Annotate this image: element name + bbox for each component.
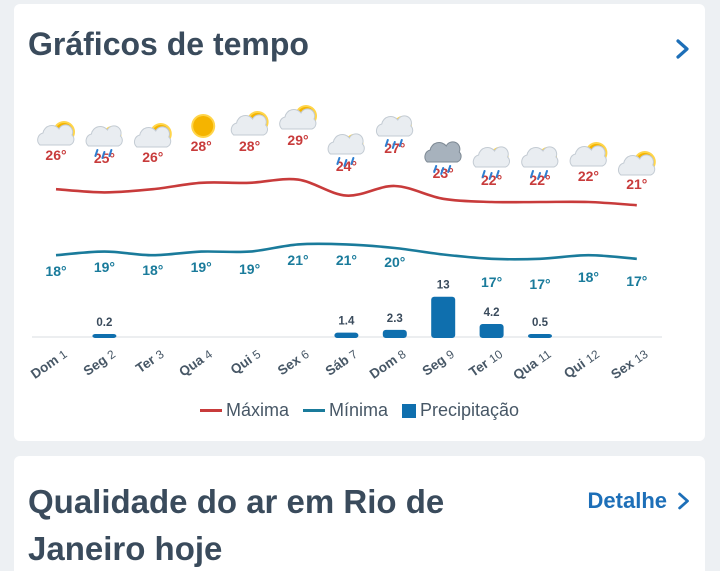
- weather-chart-card: Gráficos de tempo 0.2 1.4 2.3 13 4.2 0.5 26° 25…: [14, 4, 705, 441]
- max-temp-label: 29°: [287, 132, 308, 148]
- chart-card-title: Gráficos de tempo: [28, 26, 309, 62]
- precip-label: 4.2: [484, 307, 500, 319]
- legend-min-swatch: [302, 409, 325, 412]
- x-axis-label: Ter 3: [133, 346, 167, 376]
- legend-item-max: Máxima: [199, 400, 289, 421]
- chevron-right-icon: [678, 492, 689, 510]
- precip-bar: [479, 323, 504, 338]
- air-quality-card: Qualidade do ar em Rio de Janeiro hoje D…: [14, 456, 705, 571]
- rain-cloud-icon: [521, 146, 559, 180]
- x-axis-label: Qua 4: [176, 346, 215, 380]
- detail-link-label: Detalhe: [587, 488, 667, 513]
- max-temp-label: 22°: [578, 168, 599, 184]
- legend-min-label: Mínima: [328, 400, 388, 420]
- x-axis-label: Seg 9: [419, 346, 457, 379]
- max-temp-label: 26°: [142, 149, 163, 165]
- legend-precip-swatch: [401, 403, 416, 418]
- precip-label: 0.2: [96, 317, 112, 329]
- sun-cloud-icon: [569, 142, 608, 167]
- x-axis-label: Sex 6: [275, 346, 312, 378]
- air-quality-title: Qualidade do ar em Rio de Janeiro hoje: [28, 483, 445, 567]
- precip-label: 0.5: [532, 317, 549, 329]
- legend-max-swatch: [199, 409, 222, 412]
- x-axis-label: Dom 8: [367, 346, 409, 382]
- max-temp-label: 28°: [239, 138, 260, 154]
- precip-bar: [382, 329, 407, 338]
- chart-legend: Máxima Mínima Precipitação: [14, 400, 705, 421]
- precip-label: 1.4: [338, 316, 355, 328]
- precip-label: 13: [437, 280, 450, 292]
- x-axis-label: Sex 13: [608, 346, 651, 382]
- rain-cloud-icon: [85, 125, 123, 159]
- detail-link[interactable]: Detalhe: [588, 488, 691, 514]
- sun-cloud-icon: [37, 121, 75, 146]
- sun-cloud-icon: [230, 111, 269, 136]
- min-temp-label: 19°: [239, 261, 260, 277]
- sun-cloud-icon: [618, 151, 656, 176]
- legend-max-label: Máxima: [225, 400, 289, 420]
- sun-cloud-icon: [279, 105, 317, 130]
- x-axis-label: Seg 2: [81, 346, 119, 379]
- rain-cloud-icon: [327, 133, 365, 167]
- rain-cloud-icon: [472, 146, 510, 180]
- precip-bar: [334, 332, 359, 338]
- rain-cloud-icon: [424, 141, 462, 175]
- max-temp-line: [55, 177, 637, 207]
- min-temp-label: 17°: [626, 273, 647, 289]
- rain-cloud-icon: [376, 115, 414, 149]
- min-temp-label: 20°: [384, 254, 405, 270]
- min-temp-label: 18°: [142, 262, 163, 278]
- x-axis-label: Qui 5: [228, 346, 264, 377]
- legend-item-min: Mínima: [302, 400, 388, 421]
- min-temp-label: 17°: [481, 274, 502, 290]
- x-axis-label: Qua 11: [510, 346, 554, 383]
- precip-label: 2.3: [387, 313, 403, 325]
- x-axis-label: Sáb 7: [323, 346, 361, 379]
- precip-bar: [528, 334, 552, 338]
- legend-precip-label: Precipitação: [419, 400, 520, 420]
- x-axis-label: Qui 12: [561, 346, 602, 381]
- min-temp-label: 19°: [94, 259, 115, 275]
- max-temp-label: 26°: [45, 147, 66, 163]
- min-temp-label: 17°: [529, 276, 550, 292]
- max-temp-label: 28°: [191, 138, 212, 154]
- max-temp-label: 21°: [626, 176, 647, 192]
- min-temp-label: 21°: [336, 252, 357, 268]
- precip-bar: [431, 296, 456, 338]
- x-axis-label: Dom 1: [28, 346, 70, 382]
- chevron-right-icon[interactable]: [675, 38, 691, 60]
- min-temp-label: 18°: [45, 263, 66, 279]
- min-temp-label: 19°: [191, 259, 212, 275]
- min-temp-label: 21°: [287, 252, 308, 268]
- x-axis-label: Ter 10: [466, 346, 505, 380]
- legend-item-precip: Precipitação: [401, 400, 520, 421]
- min-temp-line: [55, 242, 637, 261]
- sun-cloud-icon: [134, 123, 172, 148]
- min-temp-label: 18°: [578, 269, 599, 285]
- sun-icon: [191, 114, 216, 138]
- precip-bar: [92, 334, 117, 338]
